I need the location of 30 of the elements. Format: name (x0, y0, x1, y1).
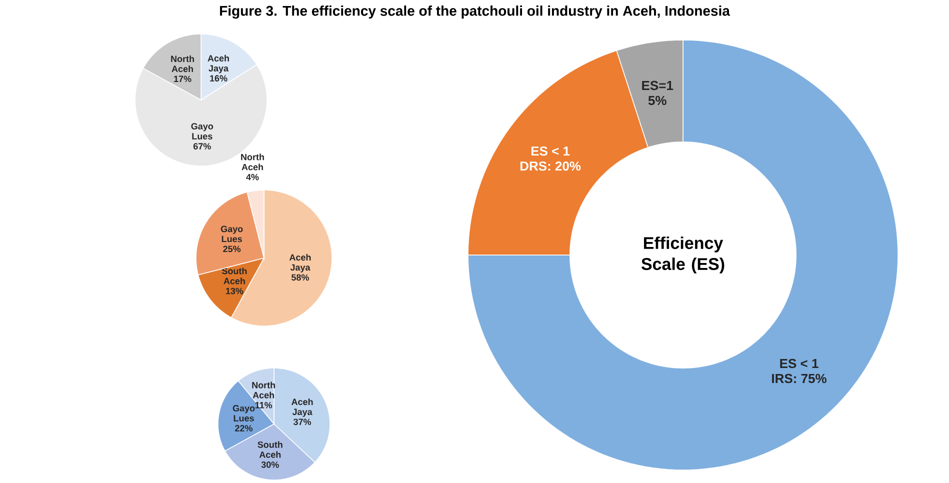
slice-label: North Aceh (252, 382, 276, 398)
data-label: 67% (193, 143, 211, 150)
slice-label: Aceh Jaya (291, 398, 313, 417)
slice-label: Gayo Lues (191, 123, 214, 140)
data-label: 13% (226, 288, 244, 294)
data-label: 37% (293, 418, 312, 426)
data-label: DRS: 20% (520, 161, 581, 171)
data-label: 17% (174, 76, 192, 82)
slice-label: South Aceh (222, 268, 247, 284)
data-label: 25% (223, 246, 241, 252)
text: Efficiency Scale (ES) (641, 236, 724, 274)
text: Figure 3. The efficiency scale of the patchouli oil industry in Aceh, Indonesia (220, 6, 730, 19)
slice-label: South Aceh (258, 441, 282, 458)
slice-label: North Aceh (241, 154, 264, 170)
slice-label: ES < 1 (780, 358, 818, 368)
data-label: 30% (261, 461, 279, 468)
data-label: 16% (210, 75, 228, 82)
slice-label: North Aceh (171, 55, 194, 72)
data-label: 4% (246, 174, 259, 180)
slice-label: ES=1 (642, 80, 674, 90)
slice-label: Gayo Lues (220, 226, 243, 242)
data-label: IRS: 75% (772, 374, 826, 384)
data-label: 58% (292, 274, 309, 281)
slice-label: Aceh Jaya (208, 54, 229, 74)
slice-label: Aceh Jaya (289, 254, 311, 272)
data-label: 22% (235, 425, 253, 432)
data-label: 11% (255, 402, 272, 408)
slice-label: Gayo Lues (232, 405, 255, 422)
data-label: 5% (648, 96, 666, 106)
slice-label: ES < 1 (531, 146, 570, 156)
